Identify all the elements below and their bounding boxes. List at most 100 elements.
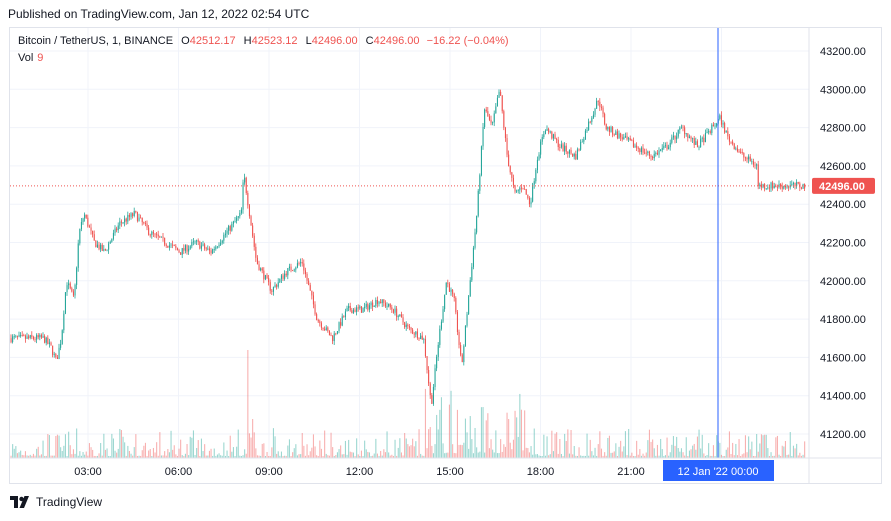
volume-bar — [604, 452, 606, 458]
candle-body — [370, 302, 372, 306]
volume-bar — [796, 443, 798, 458]
volume-bar — [447, 452, 449, 458]
volume-bar — [239, 455, 241, 458]
candle-body — [74, 284, 76, 296]
volume-bar — [458, 444, 460, 458]
volume-bar — [314, 446, 316, 458]
candle-body — [212, 249, 214, 254]
candle-body — [141, 217, 143, 223]
candle-body — [615, 131, 617, 135]
volume-bar — [92, 449, 94, 458]
volume-bar — [354, 455, 356, 458]
candle-body — [136, 212, 138, 221]
volume-bar — [439, 409, 441, 458]
candle-body — [658, 150, 660, 155]
volume-bar — [764, 434, 766, 458]
volume-bar — [204, 444, 206, 458]
volume-bar — [144, 442, 146, 458]
candle-body — [261, 268, 263, 271]
volume-bar — [605, 455, 607, 458]
volume-bar — [276, 453, 278, 458]
volume-bar — [680, 448, 682, 458]
candle-body — [205, 248, 207, 250]
candle-body — [68, 283, 70, 286]
candle-body — [482, 126, 484, 147]
candle-body — [453, 293, 455, 298]
candle-body — [479, 175, 481, 191]
candles — [10, 89, 806, 406]
open-key: O — [181, 35, 190, 47]
candle-body — [684, 127, 686, 135]
candle-body — [175, 245, 177, 249]
volume-bar — [708, 443, 710, 458]
candle-body — [610, 127, 612, 132]
symbol-label[interactable]: Bitcoin / TetherUS, 1, BINANCE — [18, 35, 174, 47]
candle-body — [604, 113, 606, 124]
volume-bar — [632, 455, 634, 458]
volume-bar — [480, 407, 482, 458]
volume-bar — [445, 452, 447, 458]
volume-bar — [442, 443, 444, 458]
candle-body — [210, 250, 212, 254]
candle-body — [365, 303, 367, 307]
volume-bar — [677, 448, 679, 458]
volume-bar — [68, 431, 70, 458]
volume-bar — [772, 455, 774, 458]
volume-bar — [303, 445, 305, 458]
volume-bar — [287, 445, 289, 458]
candle-body — [624, 136, 626, 138]
candle-body — [578, 149, 580, 151]
volume-bar — [111, 433, 113, 458]
price-tick-label: 43200.00 — [820, 46, 866, 58]
volume-bar — [468, 448, 470, 458]
volume-bar — [800, 455, 802, 458]
volume-bar — [484, 452, 486, 458]
candle-body — [84, 214, 86, 219]
candle-body — [93, 234, 95, 241]
candle-body — [28, 336, 30, 338]
volume-bar — [732, 442, 734, 458]
candle-body — [429, 383, 431, 396]
volume-bar — [79, 451, 81, 458]
volume-bar — [372, 455, 374, 458]
candle-body — [194, 241, 196, 243]
candle-body — [180, 252, 182, 255]
volume-bar — [487, 413, 489, 458]
candle-body — [695, 141, 697, 145]
candle-body — [252, 225, 254, 236]
volume-bar — [741, 454, 743, 458]
candle-body — [208, 248, 210, 251]
candle-body — [186, 245, 188, 252]
volume-bar — [679, 451, 681, 458]
volume-label[interactable]: Vol — [18, 52, 34, 64]
volume-bar — [416, 455, 418, 458]
volume-bar — [344, 440, 346, 458]
candle-body — [325, 327, 327, 331]
candle-body — [543, 134, 545, 138]
candle-body — [392, 309, 394, 313]
candle-body — [653, 153, 655, 159]
volume-bar — [748, 436, 750, 458]
candle-body — [727, 131, 729, 137]
candle-body — [207, 248, 209, 250]
candle-body — [55, 353, 57, 358]
candle-body — [580, 142, 582, 150]
candle-body — [674, 135, 676, 140]
candle-body — [458, 331, 460, 346]
candle-body — [594, 108, 596, 115]
volume-bar — [407, 444, 409, 458]
candle-body — [408, 326, 410, 328]
candle-body — [354, 309, 356, 312]
candle-body — [335, 333, 337, 335]
footer-branding[interactable]: TradingView — [10, 495, 102, 509]
candle-body — [544, 130, 546, 135]
chart-frame — [9, 27, 882, 484]
volume-bar — [322, 455, 324, 458]
volume-bar — [524, 410, 526, 458]
candle-body — [376, 300, 378, 304]
volume-bar — [196, 448, 198, 458]
candle-body — [52, 345, 54, 355]
candle-body — [290, 266, 292, 271]
volume-bar — [592, 455, 594, 458]
